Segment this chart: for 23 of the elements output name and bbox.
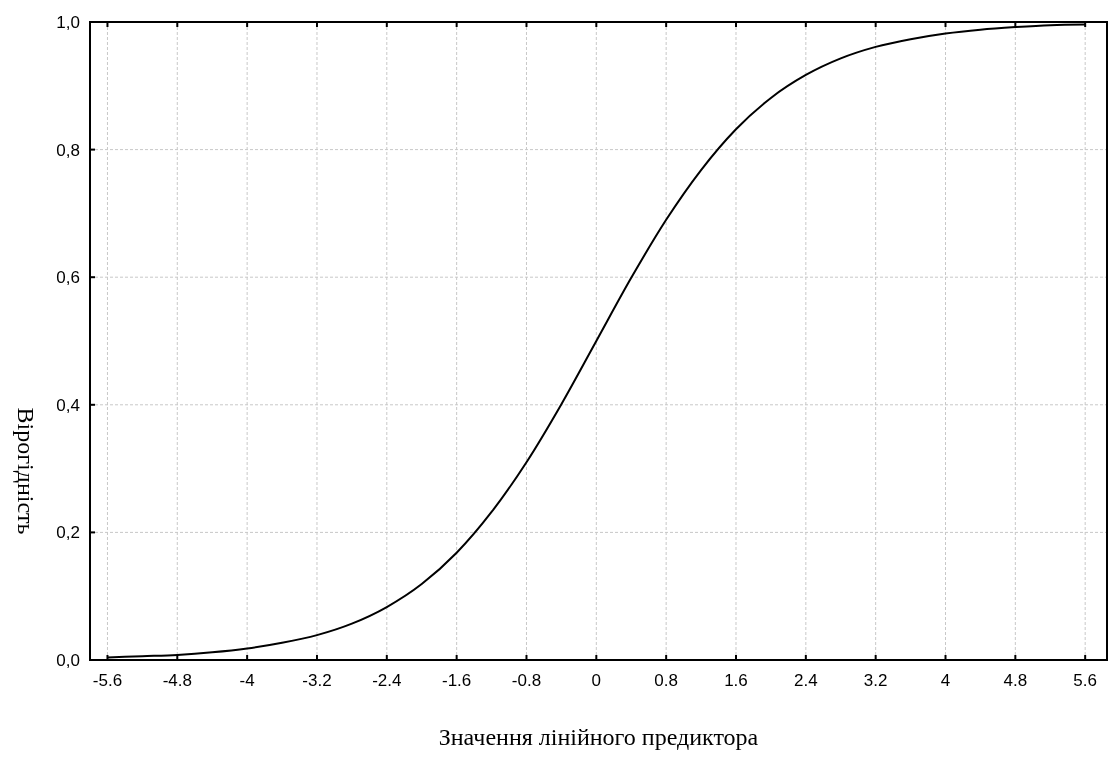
y-axis-title: Вірогідність [13, 407, 39, 535]
x-tick-label: 2.4 [794, 671, 818, 690]
x-tick-label: 4.8 [1003, 671, 1028, 690]
x-tick-label: 1.6 [724, 671, 748, 690]
x-tick-label: -1.6 [442, 671, 472, 690]
x-tick-label: 0 [591, 671, 602, 690]
x-tick-label: 3.2 [863, 671, 888, 690]
y-tick-label: 0,4 [56, 395, 80, 415]
x-tick-label: 4 [940, 671, 951, 690]
x-tick-label: -2.4 [372, 671, 402, 690]
x-tick-label: -0.8 [511, 671, 542, 690]
y-tick-label: 1,0 [56, 12, 80, 32]
x-tick-label: 0.8 [654, 671, 678, 690]
y-tick-label: 0,6 [56, 268, 80, 288]
x-tick-label: -4 [239, 671, 255, 690]
x-tick-label: -4.8 [162, 671, 192, 690]
y-tick-label: 0,8 [56, 140, 80, 160]
y-tick-label: 0,0 [56, 650, 80, 670]
x-tick-label: -5.6 [92, 671, 123, 690]
x-tick-label: -3.2 [302, 671, 332, 690]
y-tick-label: 0,2 [56, 523, 80, 543]
x-tick-label: 5.6 [1073, 671, 1097, 690]
x-axis-title: Значення лінійного предиктора [438, 724, 759, 750]
